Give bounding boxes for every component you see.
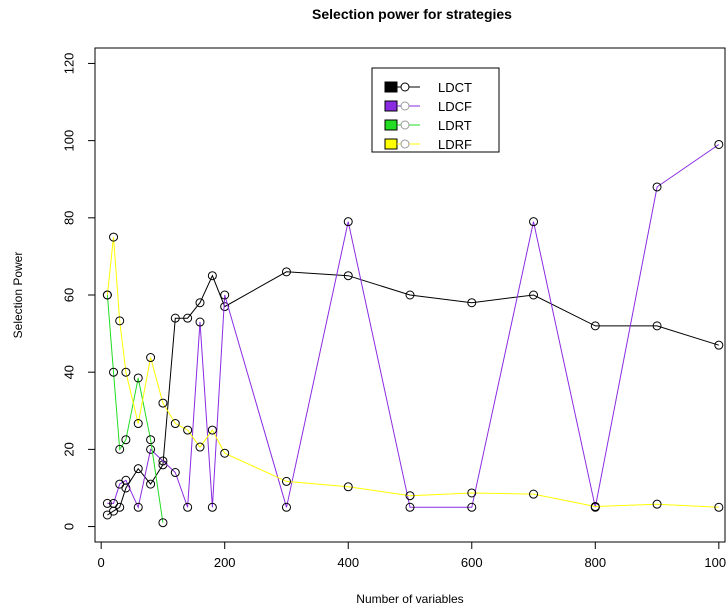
y-tick-label: 0	[62, 523, 77, 530]
data-point	[183, 502, 193, 512]
y-axis: 0 20 40 60 80 100 120	[62, 53, 95, 530]
data-point	[281, 267, 291, 277]
data-point	[281, 476, 291, 486]
data-point	[590, 321, 600, 331]
x-tick-label: 400	[337, 555, 359, 570]
legend-marker	[400, 139, 410, 149]
series-line	[107, 271, 719, 516]
data-point	[343, 482, 353, 492]
series-ldcf	[102, 139, 724, 512]
data-point	[207, 425, 217, 435]
data-point	[170, 419, 180, 429]
data-point	[529, 489, 539, 499]
chart-title: Selection power for strategies	[312, 6, 512, 22]
data-point	[121, 367, 131, 377]
legend-marker	[400, 82, 410, 92]
x-tick-label: 1000	[704, 555, 726, 570]
data-point	[115, 316, 125, 326]
legend-swatch	[384, 81, 398, 93]
x-tick-label: 200	[214, 555, 236, 570]
legend-label: LDCF	[438, 99, 472, 114]
data-point	[405, 290, 415, 300]
y-tick-label: 80	[62, 211, 77, 225]
legend-label: LDCT	[438, 80, 472, 95]
y-axis-title: Selection Power	[11, 252, 25, 339]
data-point	[195, 442, 205, 452]
data-point	[158, 398, 168, 408]
data-point	[146, 435, 156, 445]
data-point	[714, 340, 724, 350]
y-tick-label: 120	[62, 53, 77, 75]
data-point	[158, 518, 168, 528]
data-point	[467, 298, 477, 308]
x-tick-label: 800	[584, 555, 606, 570]
data-point	[529, 217, 539, 227]
data-point	[220, 448, 230, 458]
data-point	[146, 353, 156, 363]
legend-marker	[400, 101, 410, 111]
data-point	[281, 502, 291, 512]
series-line	[107, 144, 720, 509]
data-point	[652, 321, 662, 331]
data-point	[121, 475, 131, 485]
series-line	[106, 237, 719, 508]
data-point	[109, 367, 119, 377]
data-point	[109, 232, 119, 242]
data-point	[133, 373, 143, 383]
data-point	[146, 444, 156, 454]
data-point	[652, 499, 662, 509]
data-point	[158, 456, 168, 466]
series-line	[106, 294, 164, 523]
legend-swatch	[384, 119, 398, 131]
legend-swatch	[384, 100, 398, 112]
data-point	[115, 444, 125, 454]
data-point	[207, 502, 217, 512]
legend: LDCT LDCF LDRT LDRF	[371, 67, 500, 153]
x-axis-title: Number of variables	[356, 592, 463, 606]
data-point	[102, 498, 112, 508]
data-point	[590, 501, 600, 511]
data-point	[467, 502, 477, 512]
legend-label: LDRF	[438, 137, 472, 152]
data-point	[133, 419, 143, 429]
data-point	[714, 502, 724, 512]
x-tick-label: 0	[98, 555, 105, 570]
data-point	[220, 290, 230, 300]
data-point	[102, 290, 112, 300]
data-point	[170, 313, 180, 323]
data-point	[714, 139, 724, 149]
series-ldct	[102, 267, 724, 520]
y-tick-label: 20	[62, 442, 77, 456]
series-ldrf	[102, 232, 724, 512]
data-point	[405, 491, 415, 501]
data-point	[207, 271, 217, 281]
data-point	[529, 290, 539, 300]
y-tick-label: 60	[62, 288, 77, 302]
data-point	[467, 488, 477, 498]
legend-label: LDRT	[438, 118, 472, 133]
x-tick-label: 600	[461, 555, 483, 570]
data-point	[170, 468, 180, 478]
data-point	[109, 498, 119, 508]
legend-marker	[400, 120, 410, 130]
data-point	[146, 479, 156, 489]
data-point	[195, 317, 205, 327]
x-axis: 0 200 400 600 800 1000	[98, 542, 726, 570]
data-point	[343, 217, 353, 227]
y-tick-label: 100	[62, 130, 77, 152]
data-point	[343, 271, 353, 281]
data-point	[405, 502, 415, 512]
y-tick-label: 40	[62, 365, 77, 379]
data-point	[183, 425, 193, 435]
data-point	[652, 182, 662, 192]
legend-swatch	[384, 138, 398, 150]
data-point	[133, 502, 143, 512]
series-layer	[102, 139, 724, 528]
data-point	[195, 298, 205, 308]
data-point	[183, 313, 193, 323]
data-point	[133, 464, 143, 474]
data-point	[121, 435, 131, 445]
